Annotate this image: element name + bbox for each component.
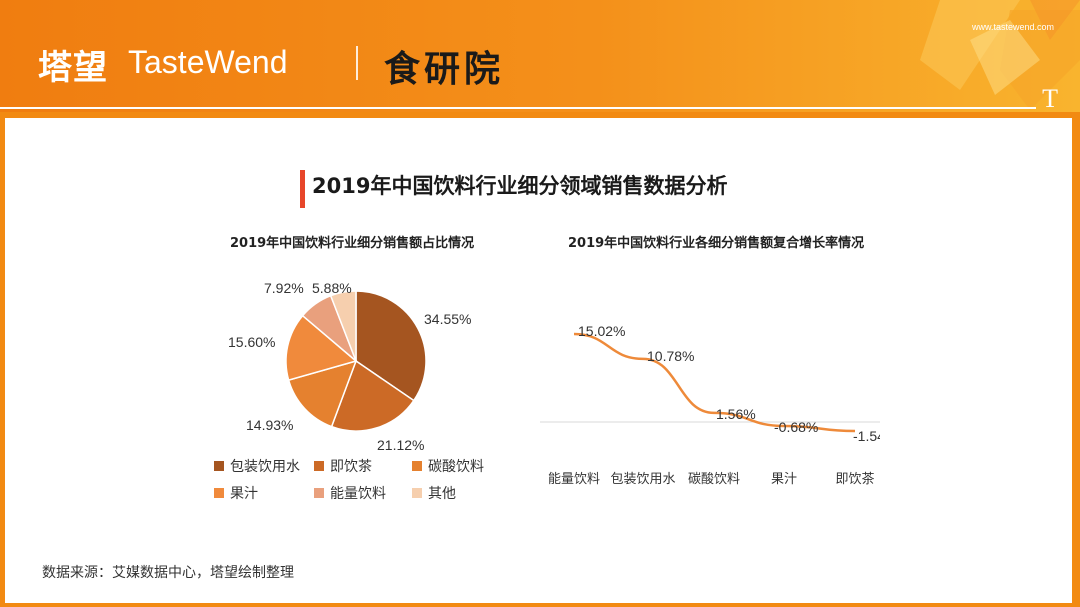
data-label-tea: -1.54% — [853, 428, 880, 444]
decorative-pattern — [920, 0, 1080, 110]
legend-label: 果汁 — [230, 486, 258, 502]
corner-t-mark: T — [1042, 84, 1058, 112]
page-title: 2019年中国饮料行业细分领域销售数据分析 — [312, 174, 728, 198]
pie-label-other: 5.88% — [312, 280, 352, 296]
content-card — [5, 118, 1072, 603]
x-label-juice: 果汁 — [770, 472, 798, 487]
logo-english: TasteWend — [128, 44, 288, 80]
pie-chart-title: 2019年中国饮料行业细分销售额占比情况 — [230, 236, 475, 251]
data-label-water: 10.78% — [647, 348, 694, 364]
legend-item-carbonated: 碳酸饮料 — [412, 456, 484, 476]
pie-slice-water — [355, 290, 427, 402]
header-banner: 塔望 TasteWend 食研院 www.tastewend.com T — [0, 0, 1080, 112]
data-label-carbonated: 1.56% — [716, 406, 756, 422]
legend-swatch — [412, 461, 422, 471]
growth-rate-line — [573, 332, 856, 433]
data-label-juice: -0.68% — [774, 419, 818, 435]
pie-label-juice: 15.60% — [228, 334, 276, 350]
title-accent-bar — [300, 170, 305, 208]
x-label-tea: 即饮茶 — [835, 472, 875, 487]
pie-slice-tea — [330, 359, 415, 432]
pie-slice-juice — [285, 314, 358, 382]
legend-label: 其他 — [428, 486, 456, 502]
pie-label-tea: 21.12% — [377, 437, 425, 453]
pie-label-energy: 7.92% — [264, 280, 304, 296]
legend-swatch — [314, 461, 324, 471]
data-label-energy: 15.02% — [578, 323, 625, 339]
pie-label-carbonated: 14.93% — [246, 417, 294, 433]
pie-chart — [285, 290, 427, 432]
pie-label-water: 34.55% — [424, 311, 472, 327]
legend-item-juice: 果汁 — [214, 483, 258, 503]
institute-name: 食研院 — [384, 49, 505, 90]
website-url[interactable]: www.tastewend.com — [971, 22, 1054, 32]
pie-slice-carbonated — [287, 359, 358, 428]
x-label-energy: 能量饮料 — [547, 472, 601, 487]
header-rule — [0, 107, 1036, 109]
legend-item-tea: 即饮茶 — [314, 456, 372, 476]
legend-item-energy: 能量饮料 — [314, 483, 386, 503]
data-source-note: 数据来源：艾媒数据中心，塔望绘制整理 — [42, 565, 294, 581]
legend-label: 即饮茶 — [330, 459, 372, 475]
legend-label: 包装饮用水 — [230, 459, 300, 475]
legend-swatch — [214, 488, 224, 498]
x-label-carbonated: 碳酸饮料 — [687, 472, 741, 487]
legend-label: 碳酸饮料 — [428, 459, 484, 475]
legend-item-other: 其他 — [412, 483, 456, 503]
pie-slice-other — [329, 290, 357, 362]
legend-label: 能量饮料 — [330, 486, 386, 502]
legend-swatch — [314, 488, 324, 498]
line-chart-title: 2019年中国饮料行业各细分销售额复合增长率情况 — [568, 236, 865, 251]
legend-item-water: 包装饮用水 — [214, 456, 300, 476]
logo-divider — [356, 46, 358, 80]
legend-swatch — [214, 461, 224, 471]
legend-swatch — [412, 488, 422, 498]
x-label-water: 包装饮用水 — [610, 472, 676, 487]
logo-chinese: 塔望 — [38, 48, 108, 88]
line-chart: 15.02% 10.78% 1.56% -0.68% -1.54% — [540, 323, 880, 444]
